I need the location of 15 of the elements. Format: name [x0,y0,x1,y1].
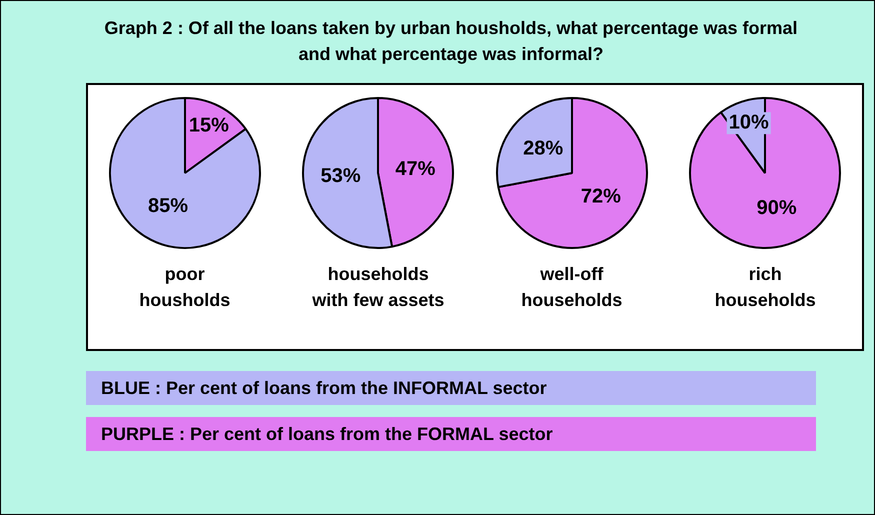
data-label: 53% [320,165,362,188]
data-label: 90% [756,197,798,220]
text: PURPLE : Per cent of loans from the FORMAL sector [86,417,816,451]
data-label: 10% [729,112,770,134]
data-label: 15% [188,114,229,137]
text: BLUE : Per cent of loans from the INFORMAL sector [86,371,816,405]
text: poor housholds [139,263,230,312]
data-label: 85% [148,194,188,217]
text: Graph 2 : Of all the loans taken by urban housholds, what percentage was formal and what percentage was informal? [103,17,799,66]
data-label: 47% [396,158,436,180]
text: rich households [714,263,816,312]
data-label: 28% [522,138,564,160]
text: households with few assets [312,263,444,312]
data-label: 72% [580,185,621,208]
text: well-off households [521,263,622,312]
